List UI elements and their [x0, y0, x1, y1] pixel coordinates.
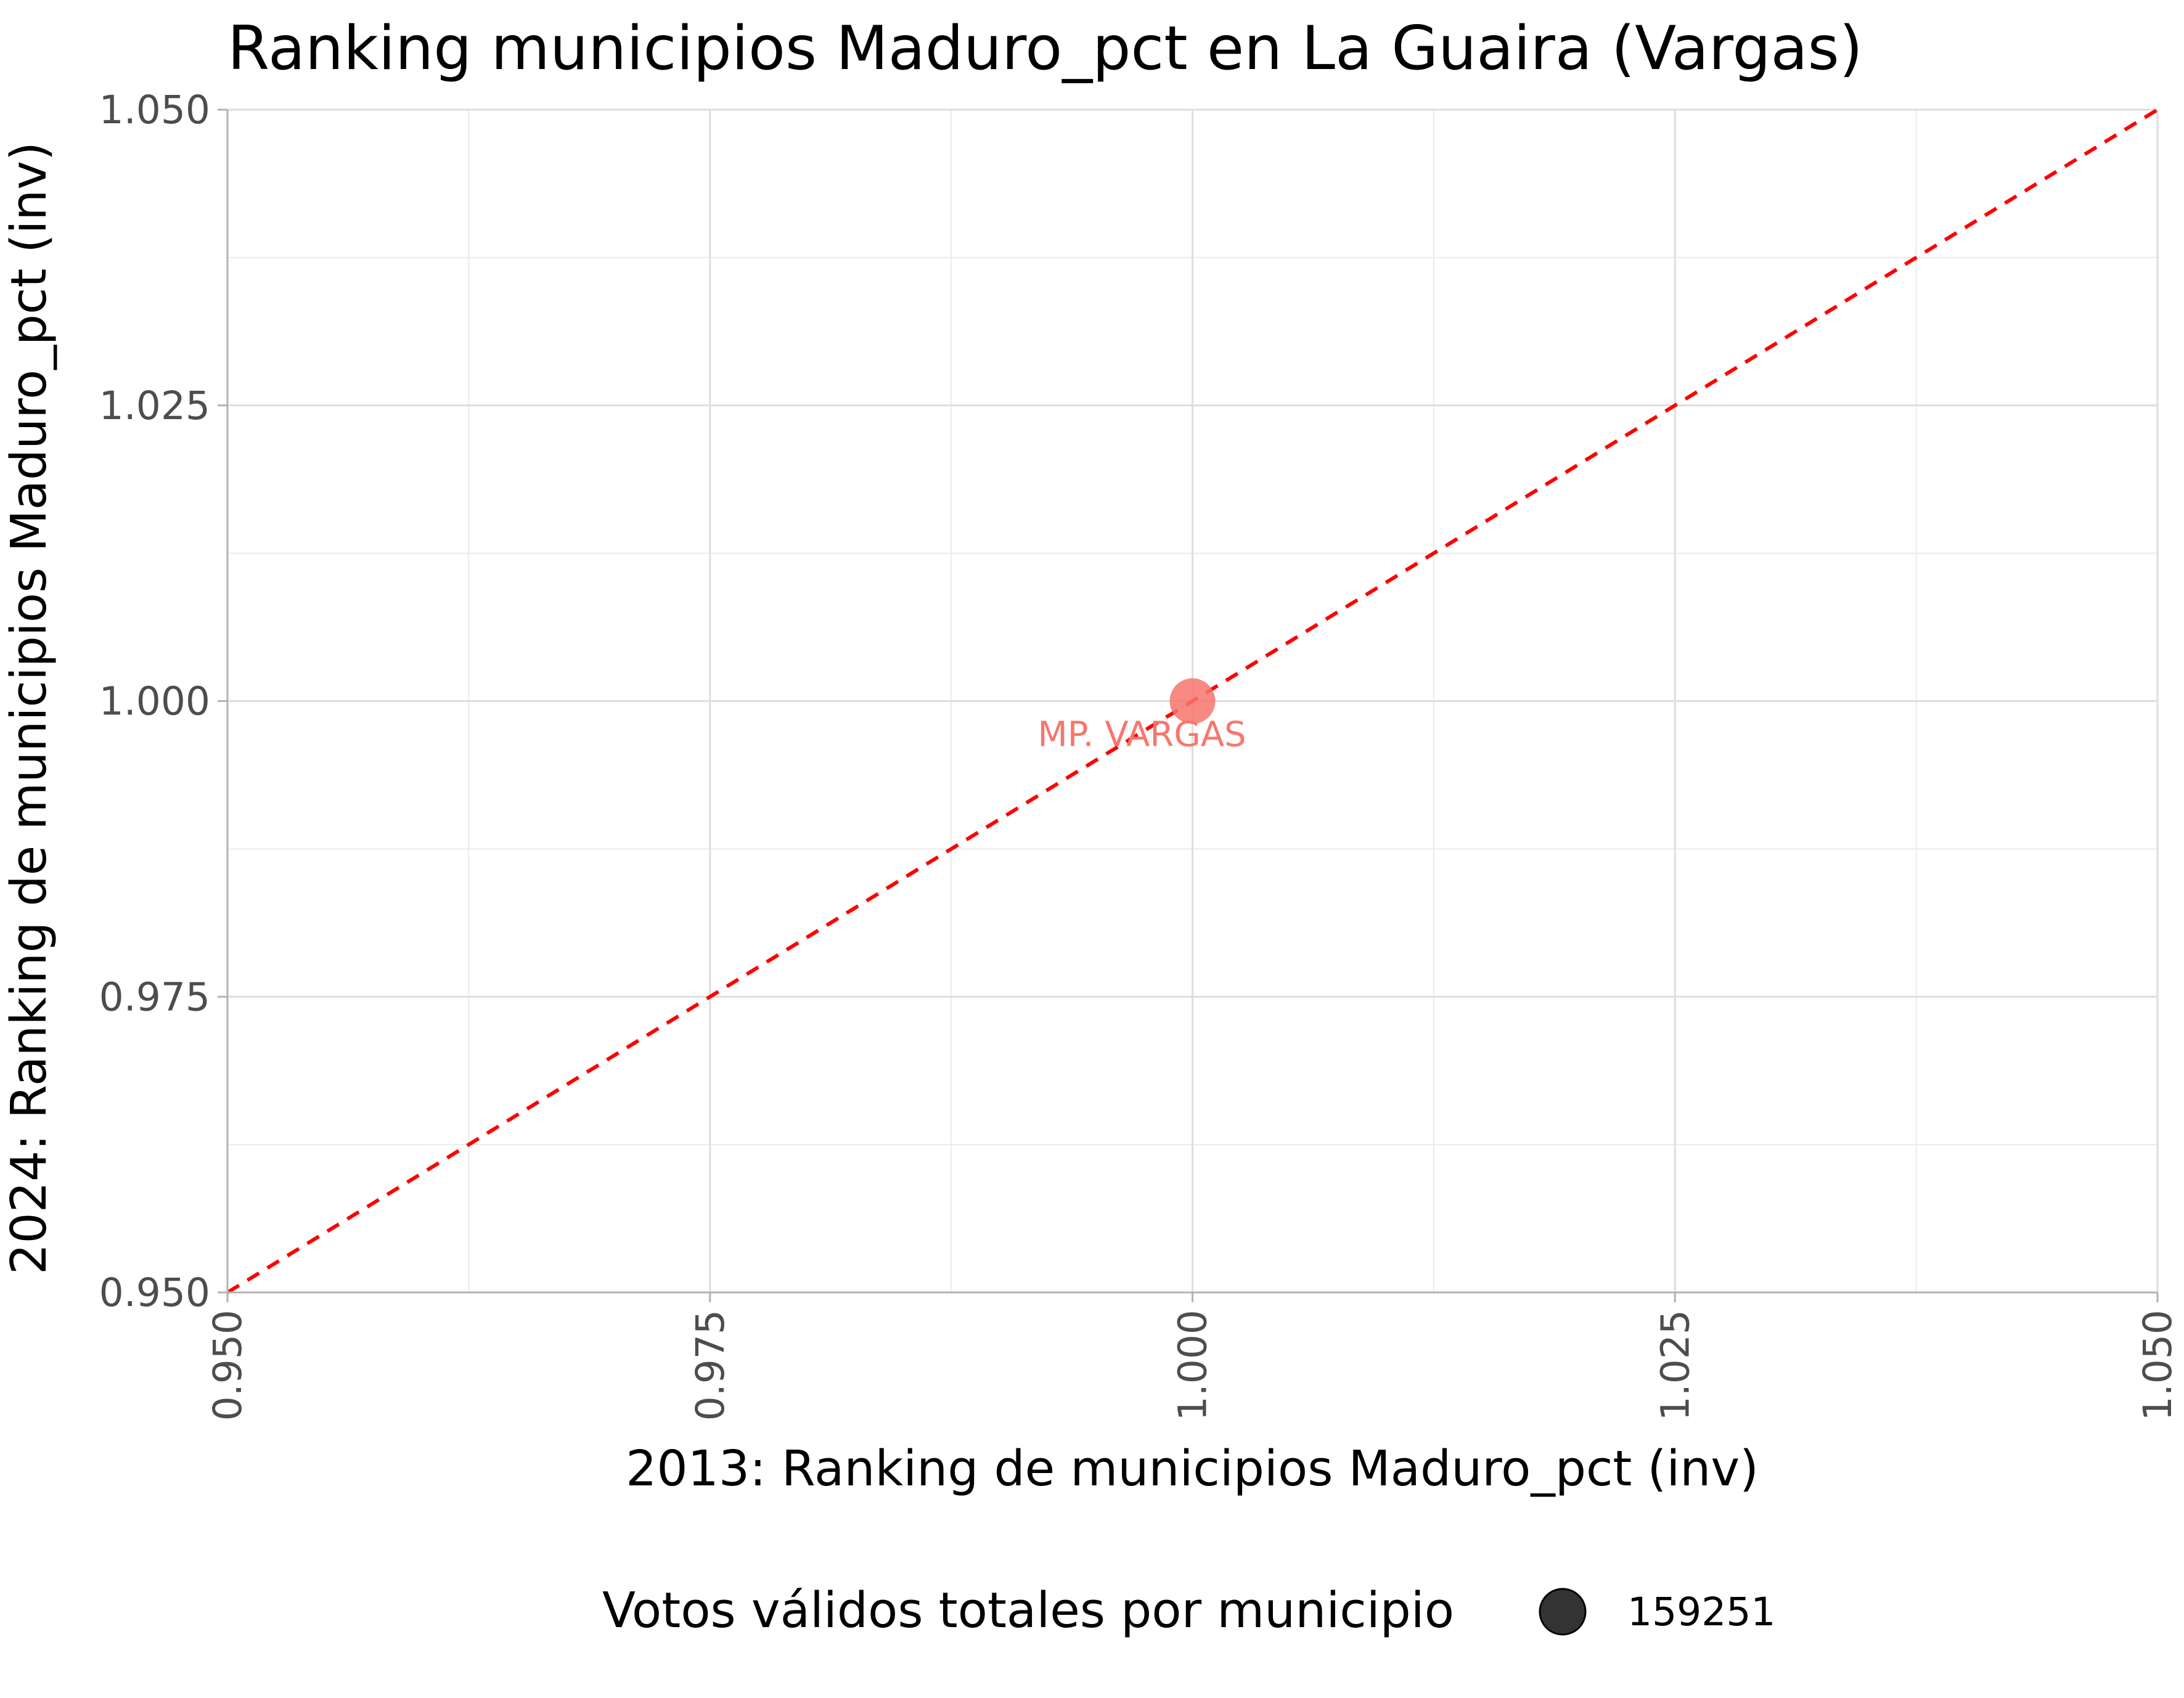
y-tick-label: 1.025	[99, 383, 210, 428]
y-axis-ticks: 0.950 0.975 1.000 1.025 1.050	[99, 88, 227, 1315]
data-point	[1169, 678, 1216, 724]
y-tick-label: 1.000	[99, 679, 210, 724]
legend-entry-label: 159251	[1627, 1590, 1776, 1635]
y-tick-label: 1.050	[99, 88, 210, 133]
y-axis-title: 2024: Ranking de municipios Maduro_pct (…	[1, 142, 57, 1275]
legend-title: Votos válidos totales por municipio	[602, 1582, 1454, 1639]
x-tick-label: 1.025	[1653, 1310, 1698, 1421]
x-tick-label: 1.000	[1171, 1310, 1216, 1421]
data-point-label: MP. VARGAS	[1037, 715, 1246, 755]
legend-marker	[1539, 1588, 1587, 1636]
x-tick-label: 1.050	[2135, 1310, 2180, 1421]
x-tick-label: 0.975	[688, 1310, 733, 1421]
x-tick-label: 0.950	[205, 1310, 250, 1421]
y-tick-label: 0.950	[99, 1270, 210, 1315]
x-axis-ticks: 0.950 0.975 1.000 1.025 1.050	[205, 1292, 2180, 1421]
data-points: MP. VARGAS	[1037, 678, 1246, 755]
x-axis-title: 2013: Ranking de municipios Maduro_pct (…	[626, 1440, 1759, 1497]
legend: Votos válidos totales por municipio 1592…	[602, 1582, 1776, 1639]
y-tick-label: 0.975	[99, 974, 210, 1019]
chart-title: Ranking municipios Maduro_pct en La Guai…	[227, 14, 1863, 84]
